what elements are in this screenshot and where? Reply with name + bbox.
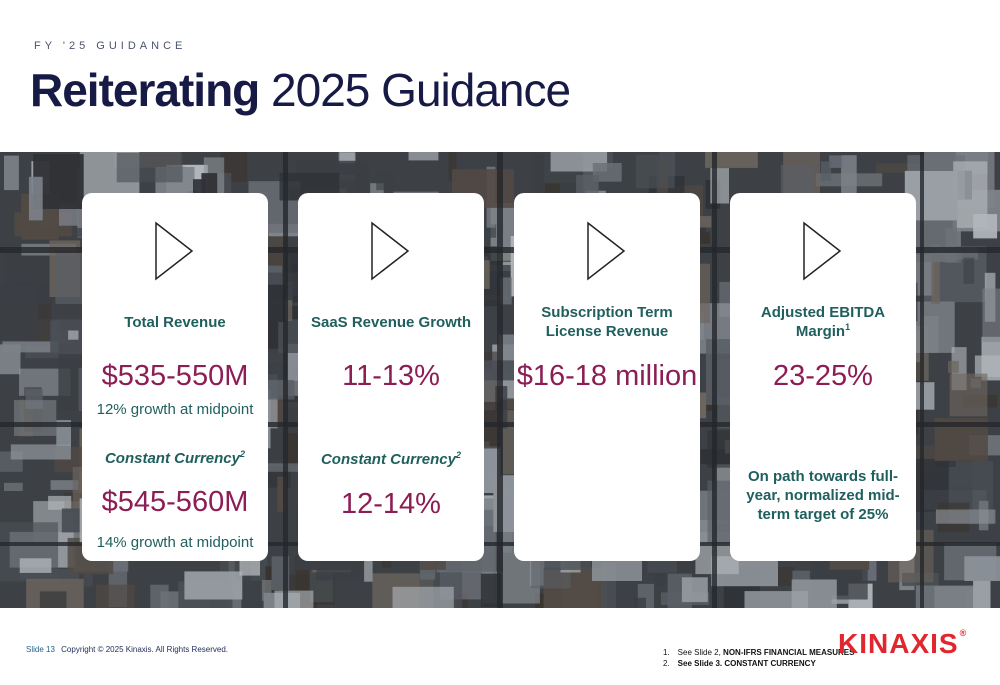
constant-currency-label: Constant Currency2 bbox=[104, 449, 246, 468]
play-arrow-icon bbox=[371, 221, 410, 281]
metric-note: On path towards full- year, normalized m… bbox=[746, 468, 900, 523]
metric-note: 12% growth at midpoint bbox=[96, 401, 254, 418]
metric-value: 23-25% bbox=[773, 360, 873, 392]
metric-label: Subscription Term License Revenue bbox=[541, 304, 673, 340]
constant-currency-value: 12-14% bbox=[341, 488, 441, 520]
eyebrow-label: FY '25 GUIDANCE bbox=[34, 40, 187, 52]
constant-currency-label: Constant Currency2 bbox=[320, 450, 462, 469]
metric-value: $16-18 million bbox=[516, 360, 698, 392]
copyright-text: Copyright © 2025 Kinaxis. All Rights Res… bbox=[61, 645, 229, 654]
guidance-card-saas-growth: SaaS Revenue Growth 11-13% Constant Curr… bbox=[298, 193, 484, 561]
footnotes: 1. See Slide 2, NON-IFRS FINANCIAL MEASUR… bbox=[663, 647, 854, 669]
metric-label: Adjusted EBITDA Margin1 bbox=[760, 304, 886, 340]
footnote-2: 2. See Slide 3. CONSTANT CURRENCY bbox=[663, 659, 816, 668]
page-title: Reiterating 2025 Guidance bbox=[30, 62, 571, 118]
metric-label: SaaS Revenue Growth bbox=[310, 314, 472, 331]
play-arrow-icon bbox=[587, 221, 626, 281]
page-title-bold: Reiterating bbox=[30, 64, 260, 116]
footnote-1: 1. See Slide 2, NON-IFRS FINANCIAL MEASUR… bbox=[663, 648, 855, 657]
play-arrow-icon bbox=[803, 221, 842, 281]
guidance-card-total-revenue: Total Revenue $535-550M 12% growth at mi… bbox=[82, 193, 268, 561]
constant-currency-note: 14% growth at midpoint bbox=[96, 534, 254, 551]
slide-number: Slide 13 bbox=[26, 645, 55, 654]
guidance-card-subscription-term: Subscription Term License Revenue $16-18… bbox=[514, 193, 700, 561]
page-title-rest: 2025 Guidance bbox=[271, 64, 571, 116]
metric-label: Total Revenue bbox=[124, 314, 226, 331]
kinaxis-logo: KINAXIS® bbox=[838, 628, 968, 659]
footer-copyright: Slide 13 Copyright © 2025 Kinaxis. All R… bbox=[26, 645, 228, 654]
metric-value: 11-13% bbox=[342, 360, 440, 392]
guidance-card-adjusted-ebitda: Adjusted EBITDA Margin1 23-25% On path t… bbox=[730, 193, 916, 561]
metric-value: $535-550M bbox=[101, 360, 249, 392]
constant-currency-value: $545-560M bbox=[101, 486, 249, 518]
play-arrow-icon bbox=[155, 221, 194, 281]
